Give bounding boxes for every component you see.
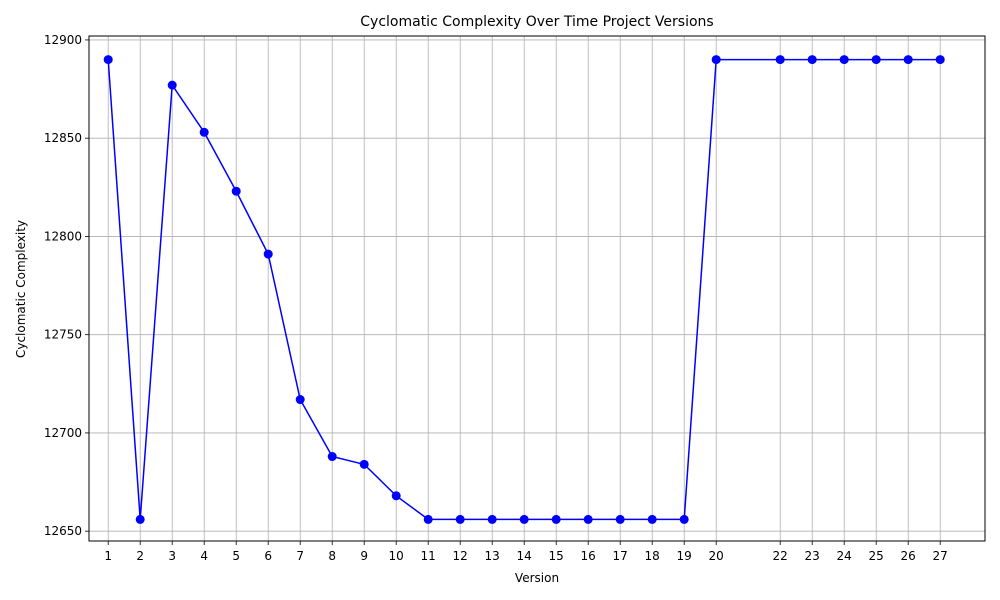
y-tick-label: 12900 [44,33,82,47]
y-tick-label: 12850 [44,131,82,145]
data-point [935,55,945,65]
data-point [679,514,689,524]
y-tick-label: 12650 [44,524,82,538]
data-point [487,514,497,524]
chart-title: Cyclomatic Complexity Over Time Project … [360,14,713,30]
x-tick-label: 19 [677,549,692,563]
data-point [231,186,241,196]
data-point [103,55,113,65]
plot-frame [88,35,986,542]
x-tick-label: 5 [232,549,240,563]
data-point [327,452,337,462]
x-tick-label: 11 [421,549,436,563]
x-tick-label: 2 [136,549,144,563]
data-point [167,80,177,90]
x-tick-label: 26 [901,549,916,563]
data-point [647,514,657,524]
data-point [711,55,721,65]
x-tick-label: 9 [360,549,368,563]
x-tick-label: 24 [837,549,852,563]
x-tick-label: 15 [549,549,564,563]
x-tick-label: 20 [709,549,724,563]
y-axis-title: Cyclomatic Complexity [14,220,28,358]
x-tick-label: 18 [645,549,660,563]
data-point [295,395,305,405]
series-markers [103,55,945,524]
x-tick-label: 14 [517,549,532,563]
x-axis-title: Version [515,571,559,585]
y-tick-label: 12750 [44,328,82,342]
x-tick-label: 8 [328,549,336,563]
data-point [455,514,465,524]
data-point [807,55,817,65]
series-line [107,58,941,521]
y-tick-label: 12700 [44,426,82,440]
x-tick-label: 3 [168,549,176,563]
x-tick-label: 7 [296,549,304,563]
x-tick-label: 23 [805,549,820,563]
x-tick-label: 10 [389,549,404,563]
y-axis-ticks: 12650 12700 12750 12800 12850 12900 [44,33,89,538]
data-point [903,55,913,65]
y-tick-label: 12800 [44,229,82,243]
data-point [871,55,881,65]
data-point [551,514,561,524]
x-tick-label: 13 [485,549,500,563]
data-point [839,55,849,65]
data-point [583,514,593,524]
x-tick-label: 16 [581,549,596,563]
data-point [263,249,273,259]
data-point [359,459,369,469]
x-tick-label: 1 [104,549,112,563]
data-point [135,514,145,524]
x-tick-label: 17 [613,549,628,563]
x-tick-label: 25 [869,549,884,563]
data-point [775,55,785,65]
x-tick-label: 6 [264,549,272,563]
x-tick-label: 12 [453,549,468,563]
grid-lines [89,36,985,541]
x-tick-label: 27 [933,549,948,563]
data-point [519,514,529,524]
x-tick-label: 22 [773,549,788,563]
data-point [615,514,625,524]
data-point [391,491,401,501]
data-point [199,127,209,137]
x-axis-ticks: 1 2 3 4 5 6 7 8 9 10 11 12 13 14 15 16 17 18 19 20 22 23 24 25 2… [104,541,948,563]
data-point [423,514,433,524]
x-tick-label: 4 [200,549,208,563]
